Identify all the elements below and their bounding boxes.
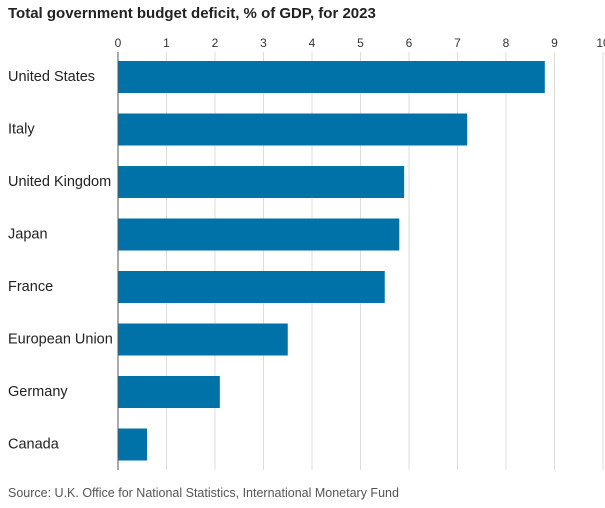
bar-germany (118, 376, 220, 408)
bar-canada (118, 428, 148, 461)
chart-title: Total government budget deficit, % of GD… (8, 5, 376, 22)
category-label-canada: Canada (8, 437, 60, 453)
category-label-italy: Italy (8, 122, 35, 138)
x-axis-ticks: 0 1 2 3 4 5 6 7 8 9 10 (115, 36, 605, 50)
bar-united-states (118, 61, 545, 93)
category-labels: United States Italy United Kingdom Japan Fra… (8, 69, 113, 453)
x-tick-label-1: 1 (163, 36, 170, 50)
x-tick-label-6: 6 (406, 36, 413, 50)
x-tick-label-8: 8 (503, 36, 510, 50)
bar-united-kingdom (118, 166, 405, 198)
category-label-france: France (8, 279, 53, 295)
category-label-japan: Japan (8, 227, 48, 243)
bar-italy (118, 113, 468, 146)
x-tick-label-0: 0 (115, 36, 122, 50)
bars (118, 61, 545, 461)
x-tick-label-10: 10 (596, 36, 605, 50)
x-tick-label-9: 9 (551, 36, 558, 50)
x-tick-label-7: 7 (454, 36, 461, 50)
category-label-united-kingdom: United Kingdom (8, 174, 111, 190)
bar-european-union (118, 323, 288, 356)
bar-japan (118, 218, 400, 251)
chart-source: Source: U.K. Office for National Statist… (8, 486, 399, 500)
bar-france (118, 271, 385, 303)
category-label-european-union: European Union (8, 332, 113, 348)
x-tick-label-4: 4 (309, 36, 316, 50)
category-label-germany: Germany (8, 384, 68, 400)
x-tick-label-2: 2 (212, 36, 219, 50)
x-tick-label-3: 3 (260, 36, 267, 50)
category-label-united-states: United States (8, 69, 95, 85)
x-tick-label-5: 5 (357, 36, 364, 50)
gridlines (166, 52, 604, 470)
